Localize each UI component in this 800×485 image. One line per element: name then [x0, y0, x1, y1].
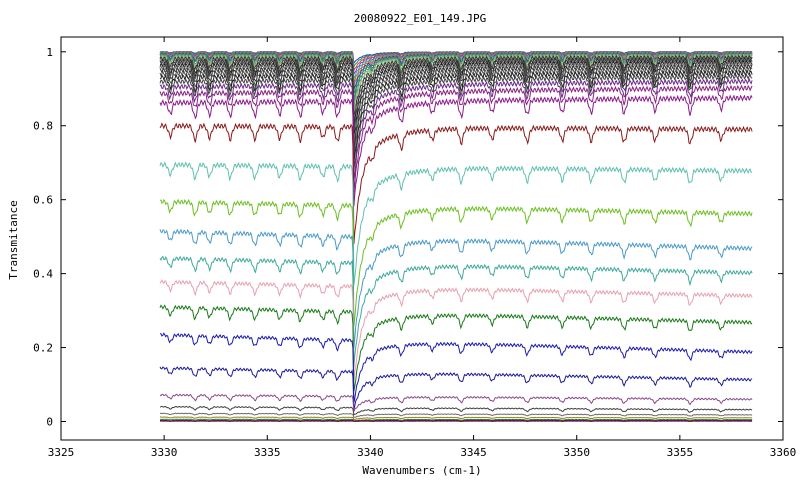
x-axis-label: Wavenumbers (cm-1) — [362, 464, 481, 477]
spectrum-series-line — [159, 304, 753, 392]
y-axis-ticks: 0 0.2 0.4 0.6 0.8 1 — [33, 46, 783, 429]
spectrum-series-line — [159, 393, 753, 412]
y-tick-label: 0.8 — [33, 120, 53, 133]
spectrum-series-line — [159, 412, 753, 418]
x-tick-label: 3345 — [460, 446, 487, 459]
x-tick-label: 3325 — [48, 446, 75, 459]
spectrum-series-line — [159, 332, 753, 403]
spectrum-series-line — [159, 73, 753, 170]
x-tick-label: 3335 — [254, 446, 281, 459]
spectrum-series-line — [159, 122, 753, 245]
y-tick-label: 1 — [46, 46, 53, 59]
spectrum-series-line — [159, 63, 753, 151]
spectrum-series-line — [159, 69, 753, 165]
spectrum-series-line — [159, 420, 753, 423]
spectrum-series-line — [159, 416, 753, 420]
spectrum-series-line — [159, 94, 753, 207]
x-tick-label: 3355 — [667, 446, 694, 459]
chart-title: 20080922_E01_149.JPG — [354, 12, 486, 25]
y-tick-label: 0.6 — [33, 194, 53, 207]
spectrum-series-line — [159, 161, 753, 286]
spectrum-series-line — [159, 366, 753, 410]
x-tick-label: 3330 — [151, 446, 178, 459]
x-tick-label: 3360 — [770, 446, 797, 459]
spectrum-series-line — [160, 419, 753, 422]
spectrum-series-line — [159, 66, 753, 159]
spectrum-series-line — [159, 198, 753, 326]
spectrum-series-line — [159, 61, 753, 143]
spectrum-series-line — [159, 77, 753, 180]
x-tick-label: 3340 — [357, 446, 384, 459]
spectrum-series-line — [159, 418, 753, 422]
x-tick-label: 3350 — [563, 446, 590, 459]
spectrum-series-line — [159, 405, 753, 416]
spectrum-series-line — [159, 255, 753, 368]
y-tick-label: 0.2 — [33, 342, 53, 355]
y-tick-label: 0.4 — [33, 268, 53, 281]
y-tick-label: 0 — [46, 416, 53, 429]
plot-area-frame — [60, 36, 784, 441]
spectrum-series-line — [159, 228, 753, 349]
series-layer — [159, 50, 753, 423]
spectrum-series-line — [159, 84, 753, 193]
y-axis-label: Transmitance — [7, 200, 20, 279]
x-axis-ticks: 3325 3330 3335 3340 3345 3350 3355 3360 — [48, 37, 797, 459]
spectrum-series-line — [159, 278, 753, 382]
